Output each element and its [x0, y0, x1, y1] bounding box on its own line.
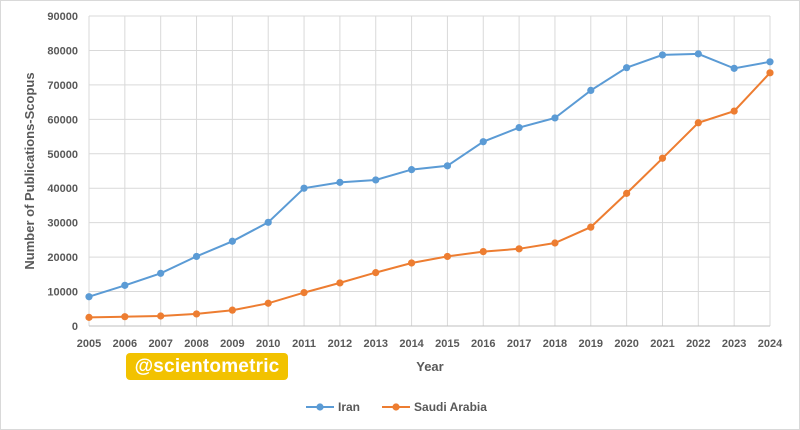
x-tick-label: 2018 — [543, 338, 567, 350]
watermark-badge: @scientometric — [126, 353, 288, 380]
x-tick-label: 2015 — [435, 338, 459, 350]
y-tick-label: 80000 — [47, 45, 78, 57]
data-point-iran — [192, 252, 201, 261]
data-point-saudi-arabia — [551, 239, 559, 247]
data-point-saudi-arabia — [766, 69, 774, 77]
x-tick-label: 2022 — [686, 338, 710, 350]
x-tick-label: 2008 — [184, 338, 208, 350]
data-point-iran — [407, 166, 416, 174]
y-axis-title: Number of Publications-Scopus — [22, 72, 37, 269]
data-point-saudi-arabia — [730, 107, 738, 115]
data-point-saudi-arabia — [157, 312, 165, 320]
x-tick-label: 2014 — [399, 338, 424, 350]
data-point-saudi-arabia — [694, 119, 702, 127]
legend-marker-iran — [316, 403, 324, 411]
data-point-iran — [479, 138, 487, 146]
x-tick-label: 2006 — [113, 338, 137, 350]
data-point-saudi-arabia — [336, 279, 344, 287]
data-point-iran — [228, 237, 236, 245]
data-point-iran — [264, 218, 272, 226]
y-tick-label: 70000 — [47, 80, 78, 92]
legend: Iran Saudi Arabia — [306, 400, 487, 414]
gridlines — [88, 15, 771, 327]
data-point-iran — [372, 176, 380, 184]
data-point-iran — [515, 124, 523, 132]
data-point-iran — [157, 269, 165, 277]
data-point-saudi-arabia — [623, 189, 631, 197]
data-point-iran — [551, 114, 559, 122]
y-tick-label: 0 — [72, 321, 78, 333]
y-tick-label: 50000 — [47, 149, 78, 161]
x-tick-labels: 2005 2006 2007 2008 2009 2010 2011 2012 2013 2014… — [77, 338, 783, 350]
data-point-iran — [694, 50, 702, 58]
y-tick-label: 20000 — [47, 252, 78, 264]
data-point-iran — [623, 64, 631, 72]
y-tick-label: 40000 — [47, 183, 78, 195]
series-lines — [88, 52, 771, 319]
x-tick-label: 2009 — [220, 338, 244, 350]
x-tick-label: 2019 — [579, 338, 603, 350]
data-point-iran — [443, 162, 452, 170]
series-points — [85, 50, 774, 321]
data-point-saudi-arabia — [121, 313, 129, 321]
x-tick-label: 2013 — [363, 338, 387, 350]
legend-label-saudi-arabia: Saudi Arabia — [414, 400, 487, 414]
data-point-iran — [766, 58, 774, 66]
x-tick-label: 2012 — [328, 338, 352, 350]
x-tick-label: 2020 — [614, 338, 638, 350]
series-line-saudi-arabia — [88, 72, 771, 319]
data-point-saudi-arabia — [479, 248, 487, 256]
y-tick-label: 30000 — [47, 218, 78, 230]
data-point-saudi-arabia — [264, 299, 272, 307]
x-tick-label: 2016 — [471, 338, 495, 350]
series-line-iran — [88, 52, 771, 298]
data-point-saudi-arabia — [443, 252, 452, 261]
x-tick-label: 2011 — [292, 338, 316, 350]
data-point-iran — [587, 86, 595, 94]
y-tick-label: 60000 — [47, 114, 78, 126]
x-tick-label: 2007 — [148, 338, 172, 350]
y-tick-labels: 0 10000 20000 30000 40000 50000 60000 70000 8000… — [47, 11, 78, 333]
data-point-saudi-arabia — [515, 245, 523, 253]
x-tick-label: 2005 — [77, 338, 101, 350]
x-tick-label: 2021 — [650, 338, 674, 350]
x-tick-label: 2024 — [758, 338, 783, 350]
data-point-iran — [336, 178, 344, 186]
data-point-saudi-arabia — [658, 154, 667, 162]
data-point-iran — [658, 51, 667, 59]
x-tick-label: 2017 — [507, 338, 531, 350]
data-point-iran — [121, 281, 129, 289]
data-point-saudi-arabia — [407, 259, 416, 267]
data-point-saudi-arabia — [587, 223, 595, 231]
data-point-saudi-arabia — [228, 306, 236, 314]
data-point-iran — [85, 293, 93, 301]
data-point-saudi-arabia — [372, 269, 380, 277]
y-tick-label: 10000 — [47, 287, 78, 299]
legend-label-iran: Iran — [338, 400, 360, 414]
x-tick-label: 2023 — [722, 338, 746, 350]
data-point-saudi-arabia — [192, 310, 201, 318]
legend-marker-saudi-arabia — [392, 403, 400, 411]
data-point-saudi-arabia — [300, 288, 308, 297]
y-tick-label: 90000 — [47, 11, 78, 23]
data-point-iran — [730, 64, 738, 72]
x-tick-label: 2010 — [256, 338, 280, 350]
x-axis-title: Year — [416, 359, 443, 374]
data-point-iran — [300, 184, 308, 192]
data-point-saudi-arabia — [85, 313, 93, 321]
